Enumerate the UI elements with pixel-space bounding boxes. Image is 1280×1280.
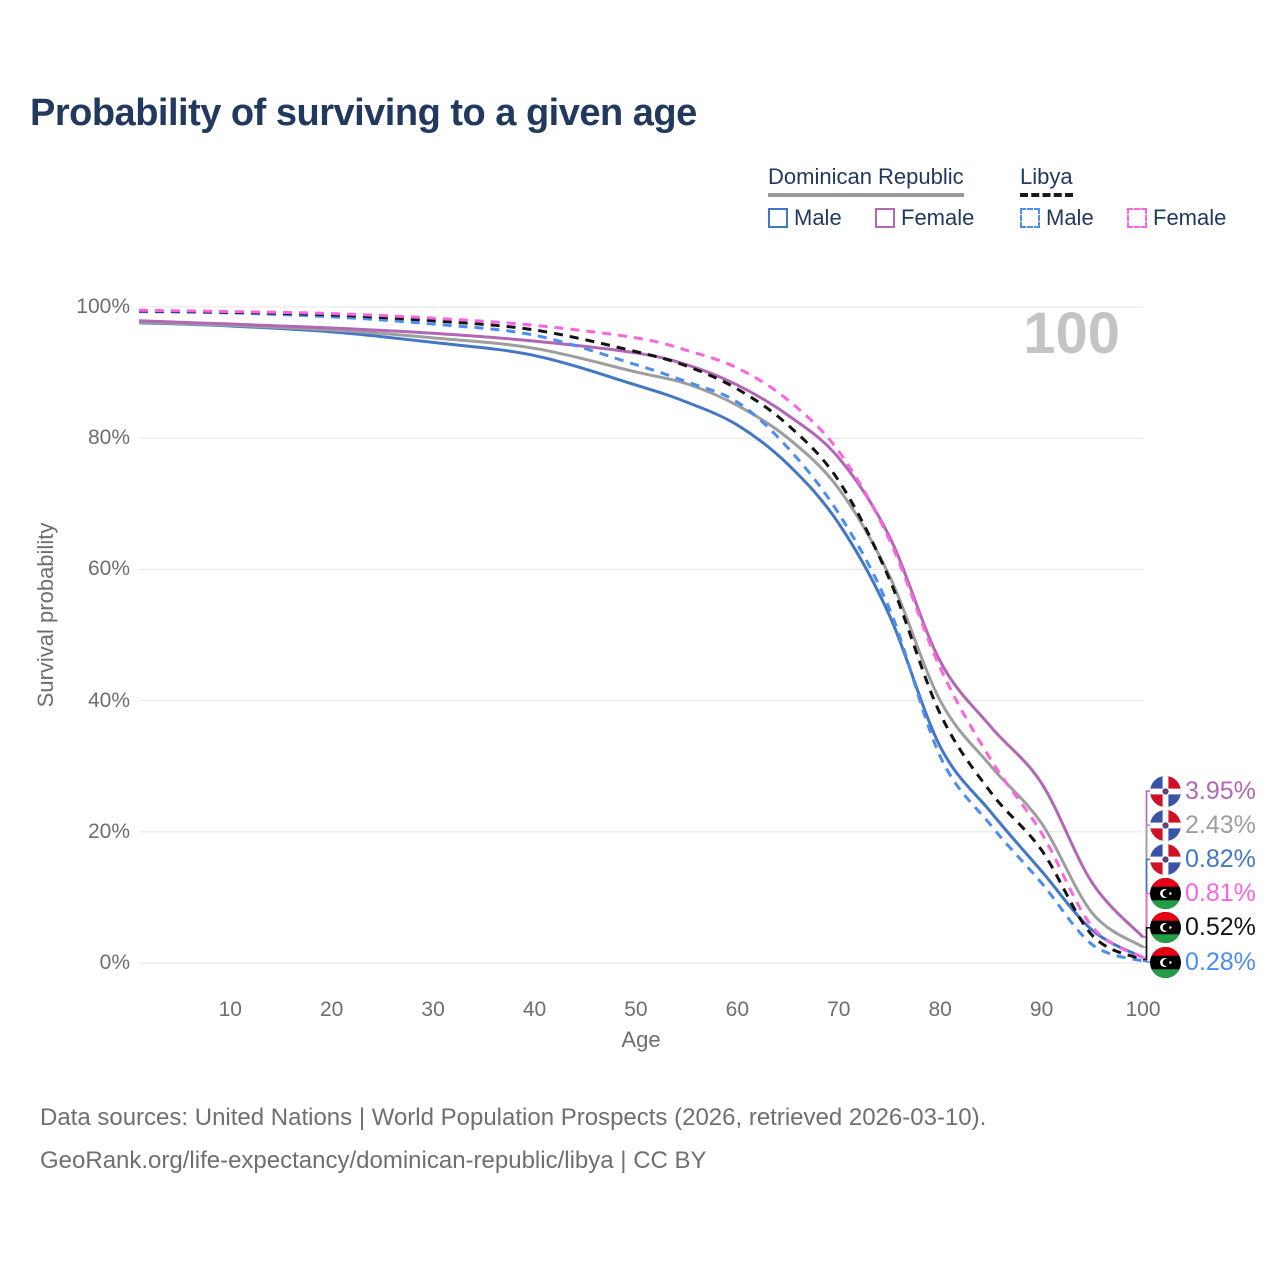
legend-item-libya-male[interactable]: Male xyxy=(1020,205,1094,231)
leader-line-libya xyxy=(1143,927,1150,961)
legend-group-libya[interactable]: Libya xyxy=(1020,164,1073,197)
legend-item-label: Male xyxy=(1046,205,1094,230)
age-watermark: 100 xyxy=(1023,301,1120,366)
x-tick-label: 50 xyxy=(624,998,648,1021)
legend-swatch xyxy=(875,208,895,228)
y-tick-label: 80% xyxy=(87,426,130,450)
x-tick-label: 60 xyxy=(725,998,749,1021)
legend-item-dominican-republic-female[interactable]: Female xyxy=(875,205,974,231)
dominican-republic-flag-icon xyxy=(1150,809,1181,841)
y-tick-label: 40% xyxy=(87,688,130,712)
x-tick-label: 30 xyxy=(421,998,445,1021)
series-line-dominican-republic-male[interactable] xyxy=(138,321,1144,959)
end-label-libya: 0.52% xyxy=(1150,912,1256,944)
libya-flag-icon xyxy=(1150,912,1181,944)
y-tick-label: 60% xyxy=(87,557,130,581)
x-axis-title: Age xyxy=(621,1027,661,1052)
page-title: Probability of surviving to a given age xyxy=(30,92,697,134)
legend-item-label: Male xyxy=(794,205,842,230)
x-tick-label: 90 xyxy=(1029,998,1054,1021)
y-axis-title: Survival probability xyxy=(33,522,58,708)
legend-swatch xyxy=(1020,208,1040,228)
end-label-value: 0.52% xyxy=(1185,913,1256,942)
end-label-libya-male: 0.28% xyxy=(1150,946,1256,978)
legend-swatch xyxy=(1127,208,1147,228)
leader-line-libya-female xyxy=(1143,892,1150,959)
libya-flag-icon xyxy=(1150,946,1181,978)
dominican-republic-flag-icon xyxy=(1150,775,1181,807)
legend-item-label: Female xyxy=(901,205,975,230)
legend-item-dominican-republic-male[interactable]: Male xyxy=(768,205,842,231)
x-tick-label: 10 xyxy=(218,998,242,1021)
x-tick-label: 20 xyxy=(319,998,344,1021)
end-label-value: 0.81% xyxy=(1185,879,1256,908)
end-label-value: 0.82% xyxy=(1185,844,1256,873)
dominican-republic-flag-icon xyxy=(1150,843,1181,875)
x-tick-label: 100 xyxy=(1125,998,1161,1021)
libya-flag-icon xyxy=(1150,878,1181,910)
legend-swatch xyxy=(768,208,788,228)
leader-line-libya-male xyxy=(1143,960,1150,963)
legend-group-dominican-republic[interactable]: Dominican Republic xyxy=(768,164,964,197)
series-line-dominican-republic-female[interactable] xyxy=(138,319,1145,939)
x-tick-label: 70 xyxy=(827,998,851,1021)
end-label-dominican-republic-female: 3.95% xyxy=(1150,775,1256,807)
end-label-libya-female: 0.81% xyxy=(1150,878,1256,910)
series-line-libya[interactable] xyxy=(138,309,1144,961)
data-sources-note: Data sources: United Nations | World Pop… xyxy=(40,1104,987,1131)
end-label-value: 3.95% xyxy=(1185,776,1256,805)
end-label-value: 2.43% xyxy=(1185,810,1256,839)
y-tick-label: 0% xyxy=(99,951,130,974)
legend-item-libya-female[interactable]: Female xyxy=(1127,205,1226,231)
end-label-dominican-republic: 2.43% xyxy=(1150,809,1256,841)
series-line-libya-female[interactable] xyxy=(138,308,1144,960)
y-tick-label: 100% xyxy=(76,295,130,318)
end-label-value: 0.28% xyxy=(1185,947,1256,976)
end-label-dominican-republic-male: 0.82% xyxy=(1150,843,1256,875)
attribution-note: GeoRank.org/life-expectancy/dominican-re… xyxy=(40,1147,707,1174)
legend-item-label: Female xyxy=(1153,205,1227,230)
x-tick-label: 80 xyxy=(928,998,952,1021)
y-tick-label: 20% xyxy=(87,819,130,843)
series-line-dominican-republic[interactable] xyxy=(138,320,1144,949)
x-tick-label: 40 xyxy=(522,998,547,1021)
series-line-libya-male[interactable] xyxy=(138,310,1144,963)
